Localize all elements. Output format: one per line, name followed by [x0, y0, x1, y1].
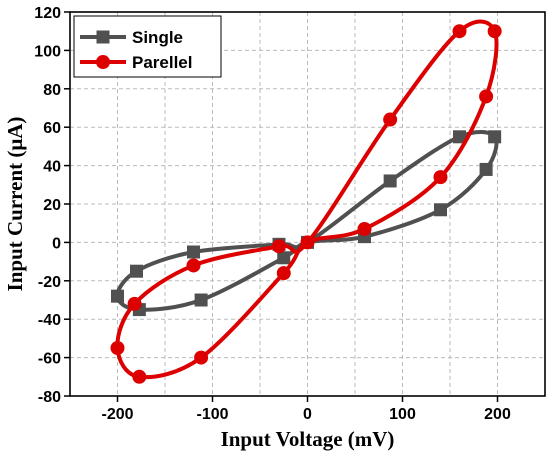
y-tick-label: -40: [38, 312, 61, 329]
y-tick-label: 100: [34, 43, 61, 60]
y-tick-label: 0: [52, 235, 61, 252]
y-tick-label: 20: [43, 197, 61, 214]
data-point: [383, 174, 397, 188]
data-point: [110, 341, 125, 355]
legend-entries: Single Parellel: [80, 28, 193, 72]
y-tick-label: 120: [34, 5, 61, 22]
legend-label: Parellel: [132, 53, 193, 72]
y-tick-label: -20: [38, 274, 61, 291]
data-point: [111, 289, 124, 303]
data-point: [276, 266, 291, 281]
series-line: [115, 19, 499, 380]
data-point: [194, 293, 208, 307]
y-tick-label: -60: [38, 351, 61, 368]
data-point: [433, 170, 448, 185]
data-point: [479, 89, 494, 104]
ticks-layer: -200 -100 0 100 200-80-60-40-200204060801001…: [34, 5, 511, 423]
x-axis-title: Input Voltage (mV): [221, 427, 395, 451]
y-tick-label: 80: [43, 82, 61, 99]
x-tick-label: -200: [101, 406, 133, 423]
data-point: [357, 221, 372, 236]
y-axis-title: Input Current (μA): [3, 117, 27, 292]
data-point: [187, 245, 200, 259]
data-point: [434, 203, 447, 217]
series-parellel: [110, 19, 502, 384]
data-point: [300, 235, 315, 250]
data-point: [186, 258, 201, 273]
y-tick-label: -80: [38, 389, 61, 406]
data-point: [272, 239, 286, 254]
series-single: [111, 130, 502, 317]
series-line: [115, 130, 499, 312]
x-tick-label: 200: [484, 406, 511, 423]
x-tick-label: 0: [303, 406, 312, 423]
legend: Single Parellel: [73, 15, 222, 78]
data-point: [130, 264, 143, 278]
data-point: [452, 24, 467, 39]
legend-entry: Parellel: [80, 53, 193, 72]
x-tick-label: 100: [389, 406, 416, 423]
y-tick-label: 60: [43, 120, 61, 137]
legend-marker: [96, 55, 110, 69]
data-point: [479, 162, 493, 176]
data-point: [487, 24, 502, 39]
series-layer: [110, 19, 502, 384]
x-tick-label: -100: [196, 406, 228, 423]
data-point: [277, 251, 291, 265]
legend-entry: Single: [80, 28, 183, 47]
data-point: [127, 296, 142, 311]
data-point: [488, 130, 502, 144]
data-point: [453, 130, 466, 144]
y-tick-label: 40: [43, 159, 61, 176]
legend-label: Single: [132, 28, 183, 47]
legend-marker: [96, 30, 110, 44]
data-point: [194, 350, 209, 365]
data-point: [132, 369, 147, 384]
data-point: [383, 112, 398, 127]
